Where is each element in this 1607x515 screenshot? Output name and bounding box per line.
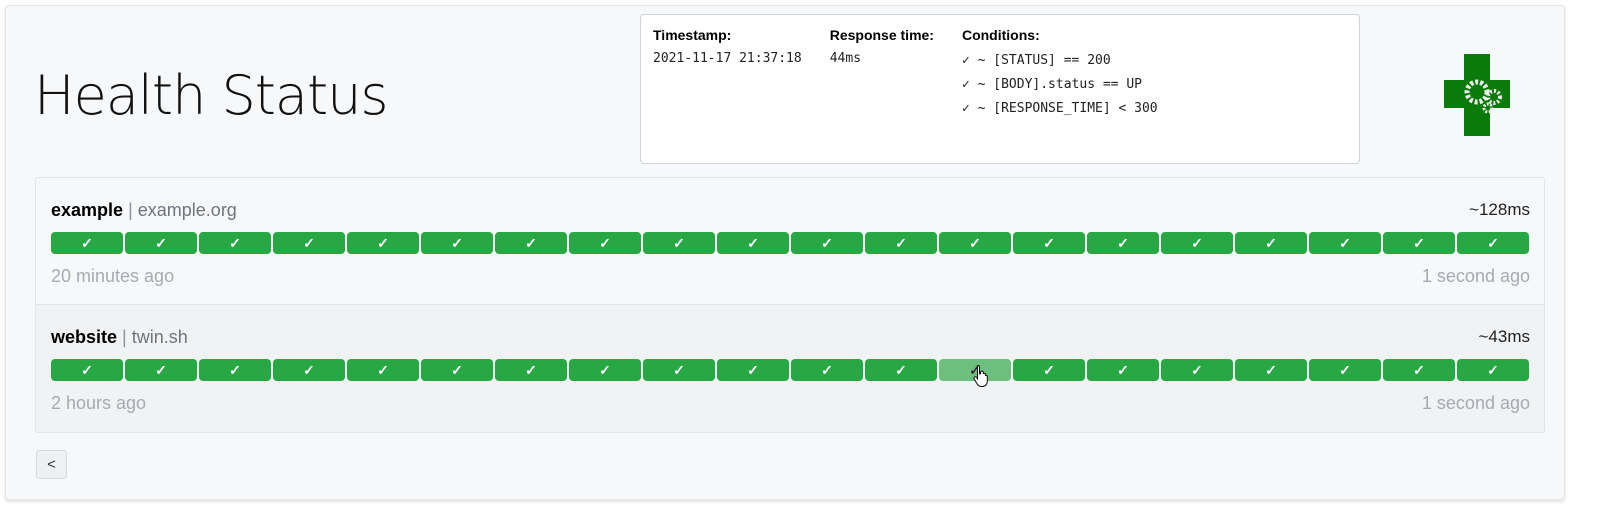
previous-page-button[interactable]: < (36, 450, 67, 479)
result-bar[interactable]: ✓ (1161, 359, 1233, 381)
result-bar[interactable]: ✓ (1087, 232, 1159, 254)
hand-cursor-icon (973, 364, 988, 387)
timestamp-label: Timestamp: (653, 27, 732, 43)
result-bar[interactable]: ✓ (791, 232, 863, 254)
condition: ✓ ~ [BODY].status == UP (961, 77, 1142, 92)
service-row: website | twin.sh ~43ms ✓ ✓ ✓ ✓ ✓ ✓ ✓ ✓ ✓ ✓ ✓ ✓ ✓ ✓ ✓ ✓… (36, 305, 1544, 432)
result-bar[interactable]: ✓ (1235, 232, 1307, 254)
logo-cross-gears-icon (1444, 54, 1510, 136)
result-bar[interactable]: ✓ (1457, 232, 1529, 254)
result-bar[interactable]: ✓ (717, 232, 789, 254)
timestamp-section: Timestamp: 2021-11-17 21:37:18 (653, 27, 802, 151)
newest-result-time: 1 second ago (1421, 393, 1530, 413)
result-bar[interactable]: ✓ (865, 359, 937, 381)
result-bar[interactable]: ✓ (1013, 359, 1085, 381)
condition: ✓ ~ [RESPONSE_TIME] < 300 (961, 101, 1158, 116)
result-bar[interactable]: ✓ (791, 359, 863, 381)
service-name: website (51, 327, 118, 347)
conditions-section: Conditions: ✓ ~ [STATUS] == 200 ✓ ~ [BOD… (962, 27, 1158, 151)
result-bar[interactable]: ✓ (1457, 359, 1529, 381)
average-response-time: ~43ms (1478, 327, 1531, 346)
result-bar[interactable]: ✓ (939, 359, 1011, 381)
result-bar[interactable]: ✓ (421, 232, 493, 254)
result-bar[interactable]: ✓ (865, 232, 937, 254)
response-time-value: 44ms (829, 51, 862, 66)
newest-result-time: 1 second ago (1421, 266, 1530, 286)
result-bar[interactable]: ✓ (1309, 359, 1381, 381)
result-bar[interactable]: ✓ (273, 359, 345, 381)
result-bar[interactable]: ✓ (1383, 359, 1455, 381)
result-bar[interactable]: ✓ (421, 359, 493, 381)
result-bar[interactable]: ✓ (1309, 232, 1381, 254)
result-bar[interactable]: ✓ (1383, 232, 1455, 254)
result-tooltip: Timestamp: 2021-11-17 21:37:18 Response … (640, 14, 1360, 164)
result-bar[interactable]: ✓ (1013, 232, 1085, 254)
oldest-result-time: 2 hours ago (51, 393, 147, 413)
service-list: example | example.org ~128ms ✓ ✓ ✓ ✓ ✓ ✓ ✓ ✓ ✓ ✓ ✓… (35, 177, 1545, 433)
result-bar[interactable]: ✓ (199, 359, 271, 381)
service-host: example.org (137, 200, 237, 220)
result-bar[interactable]: ✓ (569, 232, 641, 254)
result-bar[interactable]: ✓ (347, 232, 419, 254)
result-bar[interactable]: ✓ (495, 232, 567, 254)
timestamp-value: 2021-11-17 21:37:18 (653, 51, 802, 66)
result-bar[interactable]: ✓ (51, 232, 123, 254)
response-time-label: Response time: (829, 27, 934, 43)
result-bar[interactable]: ✓ (1235, 359, 1307, 381)
result-bar[interactable]: ✓ (199, 232, 271, 254)
service-row: example | example.org ~128ms ✓ ✓ ✓ ✓ ✓ ✓ ✓ ✓ ✓ ✓ ✓… (36, 178, 1544, 305)
result-bar[interactable]: ✓ (643, 232, 715, 254)
result-bar[interactable]: ✓ (495, 359, 567, 381)
result-bar[interactable]: ✓ (643, 359, 715, 381)
service-host: twin.sh (131, 327, 188, 347)
condition: ✓ ~ [STATUS] == 200 (961, 53, 1111, 68)
response-time-section: Response time: 44ms (830, 27, 934, 151)
result-bar[interactable]: ✓ (1087, 359, 1159, 381)
separator: | (128, 200, 133, 220)
result-bar[interactable]: ✓ (347, 359, 419, 381)
average-response-time: ~128ms (1469, 200, 1530, 219)
result-bar[interactable]: ✓ (939, 232, 1011, 254)
result-bar[interactable]: ✓ (125, 232, 197, 254)
conditions-list: ✓ ~ [STATUS] == 200 ✓ ~ [BODY].status ==… (962, 49, 1158, 121)
result-bar[interactable]: ✓ (273, 232, 345, 254)
result-bar[interactable]: ✓ (717, 359, 789, 381)
separator: | (122, 327, 127, 347)
result-bars: ✓ ✓ ✓ ✓ ✓ ✓ ✓ ✓ ✓ ✓ ✓ ✓ ✓ ✓ ✓ ✓ ✓ ✓ ✓ ✓ (51, 232, 1529, 254)
conditions-label: Conditions: (961, 27, 1040, 43)
result-bar[interactable]: ✓ (569, 359, 641, 381)
service-name: example (51, 200, 124, 220)
page-title: Health Status (34, 64, 389, 127)
result-bar[interactable]: ✓ (1161, 232, 1233, 254)
result-bar[interactable]: ✓ (125, 359, 197, 381)
oldest-result-time: 20 minutes ago (51, 266, 175, 286)
result-bar[interactable]: ✓ (51, 359, 123, 381)
result-bars: ✓ ✓ ✓ ✓ ✓ ✓ ✓ ✓ ✓ ✓ ✓ ✓ ✓ ✓ ✓ ✓ ✓ ✓ ✓ ✓ (51, 359, 1529, 381)
